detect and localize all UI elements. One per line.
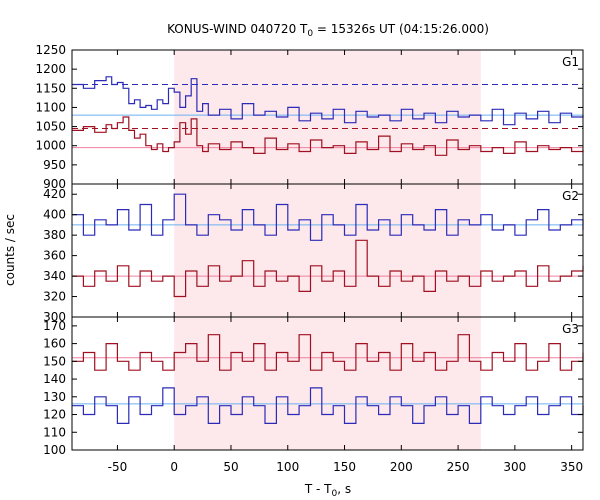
plot-area: 900950100010501100115012001250G130032034… [35,43,584,474]
panel-g1-ytick-label: 1200 [35,62,66,76]
y-axis-title: counts / sec [3,214,17,286]
panel-g2-ytick-label: 380 [43,228,66,242]
panel-g3-ytick-label: 110 [43,425,66,439]
panel-g3-ytick-label: 130 [43,390,66,404]
x-tick-label: 0 [170,460,178,474]
x-tick-label: 50 [223,460,238,474]
x-tick-label: 300 [503,460,526,474]
panel-g3-label: G3 [562,322,579,336]
panel-g2-ytick-label: 400 [43,208,66,222]
x-axis-title: T - T0, s [304,482,351,499]
panel-g2-series-blue [72,193,584,241]
panel-g1-label: G1 [562,55,579,69]
panel-g3-ytick-label: 150 [43,354,66,368]
x-tick-label: -50 [108,460,128,474]
panel-g2-series-red [72,239,584,298]
panel-g1-ytick-label: 1050 [35,120,66,134]
panel-g2-ytick-label: 340 [43,269,66,283]
panel-g2-ytick-label: 420 [43,187,66,201]
panel-g1-ytick-label: 1250 [35,43,66,57]
panel-g1-ytick-label: 900 [43,177,66,191]
panel-g1-series-blue [72,76,584,126]
x-tick-label: 250 [447,460,470,474]
x-tick-label: 150 [333,460,356,474]
panel-g1-ytick-label: 1000 [35,139,66,153]
panel-g3-ytick-label: 140 [43,372,66,386]
panel-g3-ytick-label: 120 [43,408,66,422]
x-tick-label: 100 [276,460,299,474]
panel-g1-ytick-label: 1100 [35,100,66,114]
chart-title: KONUS-WIND 040720 T0 = 15326s UT (04:15:… [167,22,489,39]
panel-g3-ytick-label: 160 [43,337,66,351]
panel-g1-ytick-label: 950 [43,158,66,172]
panel-g1-ytick-label: 1150 [35,81,66,95]
x-tick-label: 200 [390,460,413,474]
panel-g3-series-blue [72,387,584,424]
panel-g3-frame [71,316,584,451]
shaded-interval [174,50,481,450]
panel-g3-ytick-label: 170 [43,319,66,333]
panel-g1-series-red [72,116,584,156]
panel-g2-ytick-label: 360 [43,249,66,263]
panel-g2-ytick-label: 300 [43,310,66,324]
panel-g3-series-red [72,334,584,371]
panel-g2-ytick-label: 320 [43,290,66,304]
x-tick-label: 350 [560,460,583,474]
panel-g3-ytick-label: 100 [43,443,66,457]
panel-g2-label: G2 [562,189,579,203]
